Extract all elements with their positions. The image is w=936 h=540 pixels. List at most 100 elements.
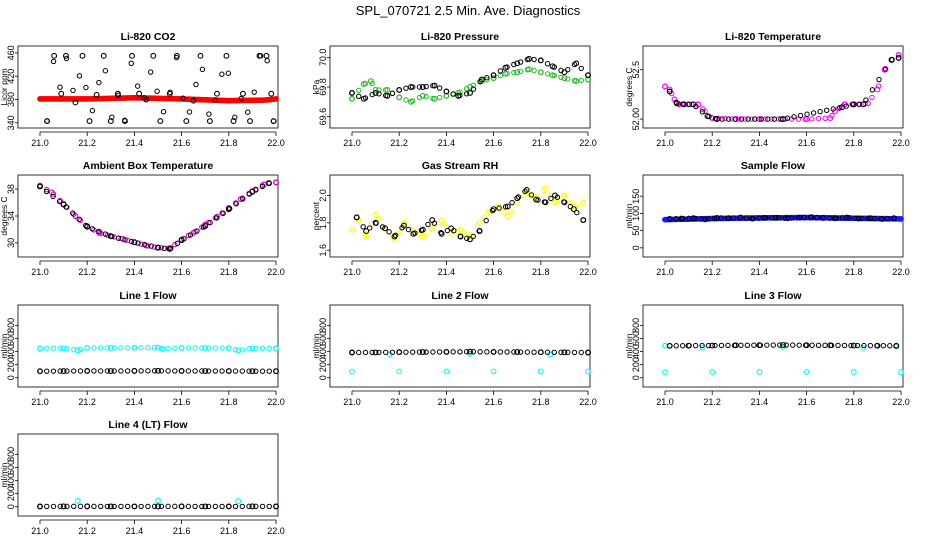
data-point	[565, 76, 571, 82]
data-point	[537, 368, 544, 375]
data-point	[408, 84, 414, 90]
data-point	[118, 368, 124, 374]
y-tick-label: 34	[6, 211, 16, 221]
series-sample-black	[666, 214, 897, 223]
x-tick-label: 21.8	[845, 138, 863, 148]
data-point	[744, 342, 751, 348]
data-point	[859, 215, 865, 222]
data-point	[363, 228, 370, 235]
data-point	[554, 198, 560, 204]
data-point	[253, 503, 259, 510]
data-point	[389, 90, 396, 97]
data-point	[239, 347, 245, 353]
data-point	[185, 503, 192, 510]
data-point	[97, 368, 104, 374]
data-point	[122, 117, 128, 124]
data-point	[213, 215, 220, 221]
data-point	[147, 69, 154, 75]
data-point	[507, 209, 514, 215]
data-point	[249, 368, 256, 375]
plot-frame	[329, 174, 591, 258]
x-tick-label: 21.2	[390, 397, 408, 407]
data-point	[764, 342, 770, 348]
data-point	[70, 210, 76, 216]
data-point	[145, 344, 151, 351]
data-point	[50, 503, 57, 510]
data-point	[574, 209, 580, 216]
data-point	[889, 57, 895, 63]
x-tick-label: 21.8	[220, 138, 238, 148]
data-point	[219, 71, 225, 77]
data-point	[174, 240, 181, 247]
data-point	[822, 115, 828, 121]
data-point	[172, 368, 178, 374]
data-point	[158, 345, 165, 352]
data-point	[111, 368, 117, 374]
data-point	[772, 214, 779, 221]
data-point	[578, 349, 584, 356]
data-point	[96, 79, 102, 86]
data-point	[207, 219, 213, 226]
data-point	[869, 94, 875, 101]
data-point	[802, 342, 809, 348]
data-point	[829, 112, 835, 119]
data-point	[57, 345, 63, 351]
data-point	[560, 193, 567, 199]
x-tick-label: 22.0	[267, 526, 285, 536]
data-point	[418, 227, 425, 233]
data-point	[232, 347, 239, 353]
data-point	[118, 345, 124, 351]
data-point	[425, 221, 431, 228]
data-point	[421, 232, 428, 238]
data-point	[470, 349, 477, 355]
panel-co2: Li-820 CO2 Licor ppm 340 380 420 460 21.0 21.2 2…	[0, 31, 285, 148]
x-tick-label: 21.8	[532, 267, 550, 277]
data-point	[855, 215, 862, 222]
data-point	[264, 57, 270, 64]
data-point	[362, 80, 369, 87]
data-point	[807, 214, 814, 220]
data-point	[93, 91, 100, 98]
data-point	[467, 236, 473, 243]
data-point	[497, 68, 504, 74]
data-point	[392, 232, 399, 239]
data-point	[770, 342, 776, 348]
data-point	[84, 503, 90, 510]
data-point	[731, 215, 737, 221]
data-point	[699, 216, 705, 222]
data-point	[246, 503, 252, 510]
data-point	[84, 345, 90, 351]
x-tick-label: 21.8	[845, 397, 863, 407]
plot-frame	[17, 45, 279, 129]
data-point	[742, 116, 748, 122]
y-tick-label: 800	[631, 318, 641, 333]
data-point	[44, 503, 50, 510]
data-point	[63, 55, 70, 62]
plot-frame	[329, 304, 591, 388]
data-point	[490, 368, 497, 375]
y-tick-label: 340	[6, 115, 16, 130]
data-point	[423, 83, 429, 90]
data-point	[155, 497, 161, 504]
data-point	[709, 369, 716, 375]
data-point	[457, 226, 464, 233]
data-point	[235, 498, 242, 505]
data-point	[804, 111, 810, 117]
data-point	[538, 69, 544, 75]
data-point	[178, 368, 185, 374]
y-tick-label: 69.8	[318, 78, 328, 96]
data-point	[850, 342, 857, 349]
data-point	[173, 54, 180, 61]
data-point	[138, 368, 144, 374]
data-point	[850, 101, 856, 108]
y-tick-label: 38	[6, 184, 16, 194]
data-point	[477, 78, 483, 85]
data-point	[750, 215, 756, 222]
data-point	[431, 82, 438, 89]
data-point	[412, 230, 418, 236]
data-point	[814, 214, 820, 221]
data-point	[91, 345, 97, 351]
data-point	[554, 194, 561, 200]
data-point	[157, 118, 164, 125]
data-point	[107, 345, 114, 351]
